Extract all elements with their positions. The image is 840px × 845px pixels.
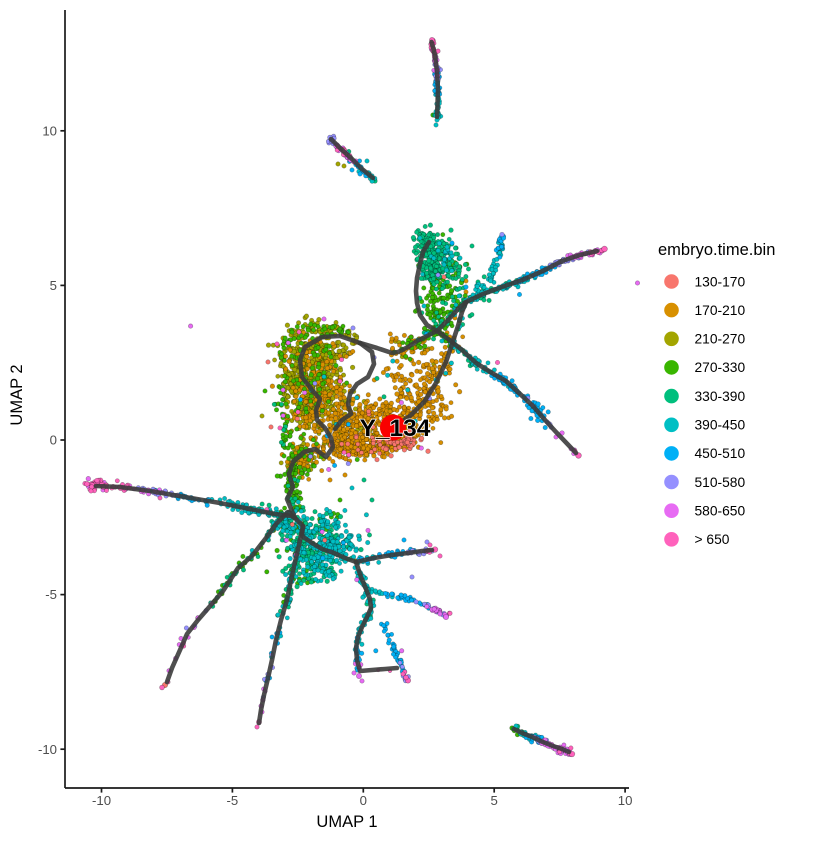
svg-text:0: 0 [360,793,367,808]
svg-text:10: 10 [42,123,57,138]
svg-text:-10: -10 [92,793,111,808]
svg-text:5: 5 [50,278,57,293]
svg-text:270-330: 270-330 [695,360,746,375]
svg-text:-10: -10 [38,742,57,757]
svg-text:10: 10 [618,793,633,808]
svg-text:0: 0 [50,433,57,448]
svg-text:UMAP 1: UMAP 1 [316,813,377,831]
svg-text:Y_134: Y_134 [360,415,431,442]
svg-text:170-210: 170-210 [695,303,746,318]
svg-text:embryo.time.bin: embryo.time.bin [658,241,775,259]
svg-text:-5: -5 [227,793,239,808]
svg-text:580-650: 580-650 [695,504,746,519]
svg-text:330-390: 330-390 [695,389,746,404]
svg-text:130-170: 130-170 [695,274,746,289]
svg-text:450-510: 450-510 [695,446,746,461]
svg-text:5: 5 [491,793,498,808]
svg-text:-5: -5 [45,587,57,602]
svg-text:390-450: 390-450 [695,418,746,433]
svg-text:> 650: > 650 [695,532,730,547]
svg-text:UMAP 2: UMAP 2 [8,364,26,425]
svg-text:210-270: 210-270 [695,332,746,347]
svg-text:510-580: 510-580 [695,475,746,490]
